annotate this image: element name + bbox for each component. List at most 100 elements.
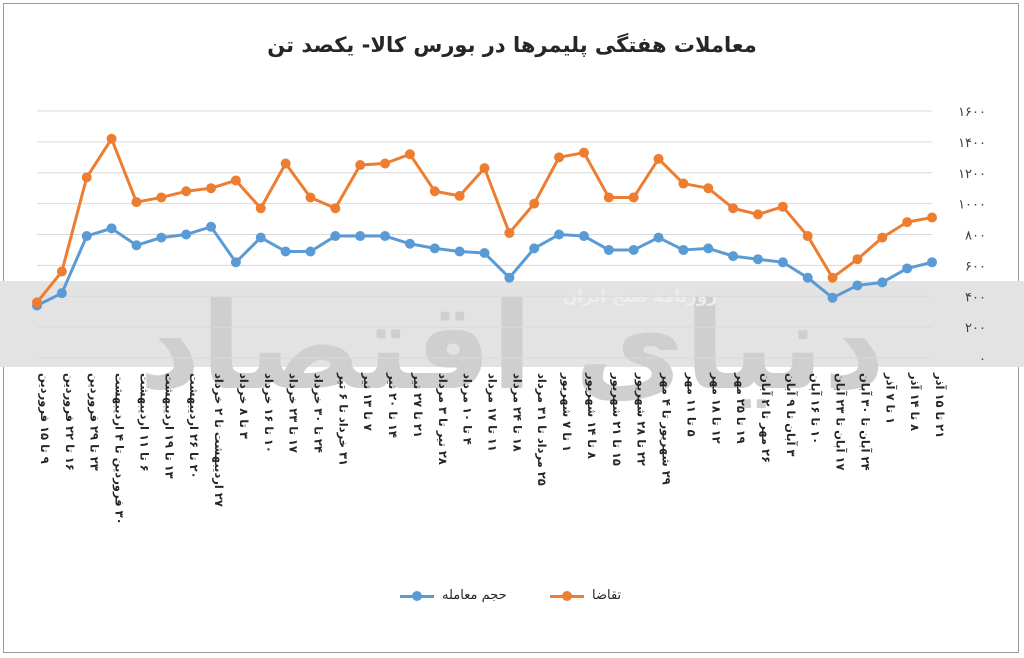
data-point-volume[interactable] bbox=[877, 277, 888, 288]
x-tick-label: ۲۳ تا ۲۹ فروردین bbox=[87, 373, 102, 471]
data-point-demand[interactable] bbox=[280, 158, 291, 169]
data-point-demand[interactable] bbox=[578, 147, 589, 158]
y-tick-label: ۸۰۰ bbox=[965, 229, 986, 244]
data-point-demand[interactable] bbox=[479, 163, 490, 174]
data-point-volume[interactable] bbox=[852, 280, 863, 291]
x-tick-label: ۱۸ تا ۲۴ مرداد bbox=[510, 373, 524, 452]
data-point-volume[interactable] bbox=[106, 223, 117, 234]
data-point-volume[interactable] bbox=[927, 257, 937, 268]
data-point-volume[interactable] bbox=[777, 257, 788, 268]
data-point-demand[interactable] bbox=[255, 203, 266, 214]
x-tick-label: ۱۰ تا ۱۶ خرداد bbox=[262, 373, 276, 453]
legend-item-volume[interactable]: حجم معامله bbox=[400, 588, 507, 603]
data-point-volume[interactable] bbox=[628, 244, 639, 255]
data-point-demand[interactable] bbox=[56, 266, 67, 277]
data-point-demand[interactable] bbox=[454, 190, 465, 201]
data-point-demand[interactable] bbox=[106, 133, 117, 144]
data-point-demand[interactable] bbox=[429, 186, 440, 197]
data-point-volume[interactable] bbox=[827, 292, 838, 303]
y-axis: ۱۶۰۰ ۱۴۰۰ ۱۲۰۰ ۱۰۰۰ ۸۰۰ ۶۰۰ ۴۰۰ ۲۰۰ ۰ bbox=[958, 105, 986, 367]
data-point-volume[interactable] bbox=[355, 231, 366, 242]
y-tick-label: ۶۰۰ bbox=[965, 259, 986, 274]
data-point-volume[interactable] bbox=[479, 248, 490, 259]
legend-swatch-volume bbox=[400, 590, 434, 601]
data-point-volume[interactable] bbox=[404, 238, 415, 249]
data-point-volume[interactable] bbox=[156, 232, 167, 243]
data-point-demand[interactable] bbox=[230, 175, 241, 186]
data-point-demand[interactable] bbox=[628, 192, 639, 203]
x-axis: ۲۱ تا ۱۵ آذر ۸ تا ۱۴ آذر ۱ تا ۷ آذر ۲۴ آبان… bbox=[37, 372, 947, 525]
data-point-volume[interactable] bbox=[181, 229, 192, 240]
data-point-demand[interactable] bbox=[305, 192, 316, 203]
data-point-demand[interactable] bbox=[206, 183, 217, 194]
data-point-volume[interactable] bbox=[131, 240, 142, 251]
data-point-volume[interactable] bbox=[255, 232, 266, 243]
data-point-volume[interactable] bbox=[206, 221, 217, 232]
data-point-demand[interactable] bbox=[181, 186, 192, 197]
legend-swatch-demand bbox=[550, 590, 584, 601]
data-point-volume[interactable] bbox=[752, 254, 763, 265]
data-point-demand[interactable] bbox=[131, 197, 142, 208]
x-tick-label: ۲۸ تیر تا ۳ مرداد bbox=[436, 373, 450, 465]
data-point-demand[interactable] bbox=[703, 183, 714, 194]
data-point-demand[interactable] bbox=[380, 158, 391, 169]
data-point-demand[interactable] bbox=[529, 198, 540, 209]
data-point-demand[interactable] bbox=[877, 232, 888, 243]
data-point-volume[interactable] bbox=[305, 246, 316, 257]
data-point-demand[interactable] bbox=[802, 231, 813, 242]
data-point-volume[interactable] bbox=[728, 251, 739, 262]
data-point-volume[interactable] bbox=[504, 272, 515, 283]
legend-item-demand[interactable]: تقاضا bbox=[550, 588, 621, 603]
grid bbox=[37, 110, 932, 359]
data-point-volume[interactable] bbox=[280, 246, 291, 257]
data-point-demand[interactable] bbox=[603, 192, 614, 203]
data-point-volume[interactable] bbox=[703, 243, 714, 254]
data-point-volume[interactable] bbox=[330, 231, 341, 242]
data-point-volume[interactable] bbox=[56, 288, 67, 299]
y-tick-label: ۱۰۰۰ bbox=[958, 198, 986, 213]
legend-label-demand: تقاضا bbox=[592, 588, 622, 603]
data-point-volume[interactable] bbox=[554, 229, 565, 240]
data-point-volume[interactable] bbox=[603, 244, 614, 255]
data-point-demand[interactable] bbox=[827, 272, 838, 283]
data-point-demand[interactable] bbox=[554, 152, 565, 163]
data-point-demand[interactable] bbox=[927, 212, 937, 223]
data-point-volume[interactable] bbox=[230, 257, 241, 268]
data-point-volume[interactable] bbox=[380, 231, 391, 242]
data-point-demand[interactable] bbox=[653, 153, 664, 164]
data-point-volume[interactable] bbox=[81, 231, 92, 242]
data-point-demand[interactable] bbox=[852, 254, 863, 265]
x-tick-label: ۲۱ تا ۲۷ تیر bbox=[411, 372, 425, 438]
x-tick-label: ۲۹ شهریور تا ۴ مهر bbox=[659, 372, 674, 485]
data-point-demand[interactable] bbox=[728, 203, 739, 214]
data-point-demand[interactable] bbox=[32, 297, 42, 308]
data-point-demand[interactable] bbox=[504, 227, 515, 238]
data-point-volume[interactable] bbox=[902, 263, 913, 274]
x-tick-label: ۳ تا ۸ خرداد bbox=[237, 373, 251, 439]
series-lines bbox=[32, 133, 937, 311]
data-point-volume[interactable] bbox=[454, 246, 465, 257]
data-point-volume[interactable] bbox=[578, 231, 589, 242]
x-tick-label: ۲۴ آبان تا ۳۰ آبان bbox=[858, 373, 872, 471]
data-point-demand[interactable] bbox=[355, 160, 366, 171]
x-tick-label: ۲۵ مرداد تا ۳۱ مرداد bbox=[535, 373, 549, 486]
data-point-volume[interactable] bbox=[529, 243, 540, 254]
data-point-demand[interactable] bbox=[81, 172, 92, 183]
y-tick-label: ۴۰۰ bbox=[965, 290, 986, 305]
data-point-volume[interactable] bbox=[802, 272, 813, 283]
x-tick-label: ۹ تا ۱۵ فروردین bbox=[37, 373, 52, 464]
data-point-demand[interactable] bbox=[902, 217, 913, 228]
data-point-demand[interactable] bbox=[752, 209, 763, 220]
data-point-volume[interactable] bbox=[429, 243, 440, 254]
data-point-demand[interactable] bbox=[330, 203, 341, 214]
data-point-volume[interactable] bbox=[678, 244, 689, 255]
x-tick-label: ۲۱ تا ۱۵ آذر bbox=[933, 372, 947, 438]
x-tick-label: ۱۱ تا ۱۷ مرداد bbox=[486, 373, 500, 452]
data-point-demand[interactable] bbox=[678, 178, 689, 189]
data-point-demand[interactable] bbox=[777, 201, 788, 212]
x-tick-label: ۱۹ تا ۲۵ مهر bbox=[734, 372, 748, 444]
data-point-volume[interactable] bbox=[653, 232, 664, 243]
data-point-demand[interactable] bbox=[156, 192, 167, 203]
data-point-demand[interactable] bbox=[404, 149, 415, 160]
